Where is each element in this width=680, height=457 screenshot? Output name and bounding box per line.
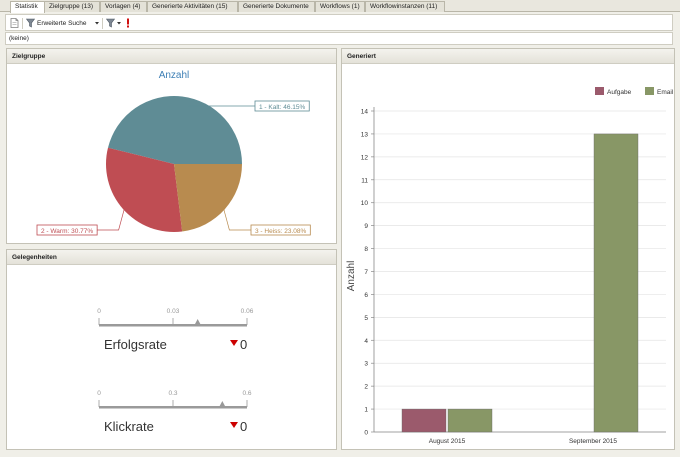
gauge-tick-label: 0 (97, 308, 101, 315)
pie-leader-line (223, 207, 251, 231)
panel-gelegenheiten: Gelegenheiten 0 0.03 0.06 Erfolgsrate 0 0 0.3 0… (6, 249, 337, 450)
y-tick-label: 11 (361, 177, 368, 184)
pie-leader-line (181, 98, 255, 107)
pie-chart: Anzahl 1 - Kalt: 46.15% 2 - Warm: 30.77% 3… (36, 70, 311, 236)
y-tick-label: 14 (361, 109, 369, 116)
pie-slice[interactable] (107, 95, 242, 164)
pie-slice-label: 1 - Kalt: 46.15% (259, 104, 305, 111)
y-tick-label: 0 (364, 430, 368, 437)
panel-title: Gelegenheiten (7, 250, 336, 265)
gauge-tick-label: 0.03 (167, 308, 180, 315)
advanced-search-button[interactable]: Erweiterte Suche (37, 20, 87, 27)
gauge-tick-label: 0.6 (242, 390, 251, 397)
tab-vorlagen[interactable]: Vorlagen (4) (100, 1, 147, 12)
y-tick-label: 5 (364, 315, 368, 322)
y-tick-label: 9 (364, 223, 368, 230)
y-tick-label: 3 (364, 361, 368, 368)
y-tick-label: 4 (364, 338, 368, 345)
pie-leader-line (97, 207, 125, 231)
tab-bar: Statistik Zielgruppe (13) Vorlagen (4) G… (0, 0, 680, 13)
y-tick-label: 12 (361, 154, 369, 161)
gauge-klickrate: 0 0.3 0.6 Klickrate 0 (97, 390, 252, 434)
pie-slice[interactable] (105, 147, 183, 233)
gauge-label: Erfolgsrate (104, 337, 167, 352)
chevron-down-icon[interactable] (116, 18, 122, 28)
gauge-tick-label: 0.06 (241, 308, 254, 315)
y-tick-label: 1 (364, 407, 368, 414)
gauge-value: 0 (240, 337, 247, 352)
bar-email[interactable] (593, 133, 639, 433)
tab-workflows[interactable]: Workflows (1) (315, 1, 365, 12)
bar-chart: Aufgabe Email01234567891011121314AnzahlAu… (346, 87, 674, 445)
exclamation-icon[interactable] (125, 18, 131, 28)
toolbar: Erweiterte Suche (5, 14, 673, 31)
gauge-tick-label: 0 (97, 390, 101, 397)
filter-text: (keine) (9, 35, 29, 42)
y-tick-label: 6 (364, 292, 368, 299)
panel-zielgruppe: Zielgruppe Anzahl 1 - Kalt: 46.15% 2 - Wa… (6, 48, 337, 244)
y-tick-label: 13 (361, 131, 369, 138)
y-tick-label: 10 (361, 200, 369, 207)
y-tick-label: 2 (364, 384, 368, 391)
gauge-marker (193, 319, 202, 327)
toolbar-separator (102, 18, 103, 29)
tab-generierte-dokumente[interactable]: Generierte Dokumente (238, 1, 315, 12)
filter-bar: (keine) (5, 32, 673, 45)
chevron-down-icon[interactable] (94, 18, 100, 28)
y-tick-label: 8 (364, 246, 368, 253)
toolbar-separator (22, 18, 23, 29)
tab-statistik[interactable]: Statistik (10, 1, 45, 13)
panel-title: Generiert (342, 49, 674, 64)
y-axis-label: Anzahl (346, 261, 357, 292)
bar-email[interactable] (447, 408, 493, 433)
pie-slice-label: 3 - Heiss: 23.08% (255, 228, 307, 235)
gauge-value: 0 (240, 419, 247, 434)
gauge-track (99, 406, 247, 409)
legend-swatch (645, 87, 654, 95)
pie-slice-label: 2 - Warm: 30.77% (41, 228, 93, 235)
gauge-marker (218, 401, 227, 409)
gauge-label: Klickrate (104, 419, 154, 434)
pie-slice[interactable] (174, 164, 243, 232)
y-tick-label: 7 (364, 269, 368, 276)
gauge-track (99, 324, 247, 327)
document-icon[interactable] (10, 18, 19, 28)
trend-down-icon (230, 422, 238, 428)
bar-aufgabe[interactable] (401, 408, 447, 433)
panel-title: Zielgruppe (7, 49, 336, 64)
trend-down-icon (230, 340, 238, 346)
tab-workflowinstanzen[interactable]: Workflowinstanzen (11) (365, 1, 445, 12)
x-tick-label: September 2015 (569, 438, 617, 445)
x-tick-label: August 2015 (429, 438, 466, 445)
gauges-area: 0 0.03 0.06 Erfolgsrate 0 0 0.3 0.6 Klickrate 0 (97, 308, 254, 434)
legend-swatch (595, 87, 604, 95)
legend-label: Email (657, 89, 674, 96)
chart-title: Anzahl (159, 70, 190, 81)
legend-label: Aufgabe (607, 89, 632, 96)
panel-generiert: Generiert Aufgabe Email 0 1 2 3 4 5 6 7 8 9 10 11 12 13… (341, 48, 675, 450)
gauge-tick-label: 0.3 (168, 390, 177, 397)
gauge-erfolgsrate: 0 0.03 0.06 Erfolgsrate 0 (97, 308, 254, 352)
filter-icon[interactable] (26, 18, 35, 28)
tab-zielgruppe[interactable]: Zielgruppe (13) (44, 1, 100, 12)
filter-dropdown-icon[interactable] (106, 18, 115, 28)
tab-generierte-aktivitaeten[interactable]: Generierte Aktivitäten (15) (147, 1, 238, 12)
